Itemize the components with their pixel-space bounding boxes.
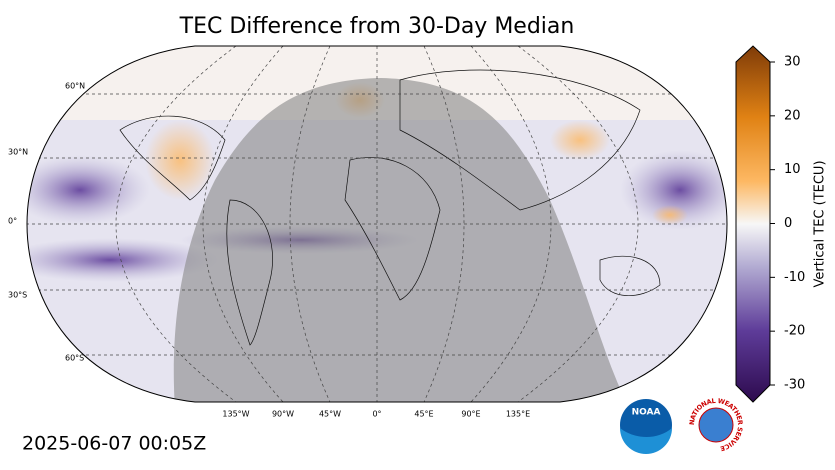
colorbar-body bbox=[735, 45, 771, 403]
lon-label: 45°W bbox=[319, 410, 341, 419]
colorbar-tick-label: 20 bbox=[784, 108, 801, 123]
lon-label: 90°E bbox=[461, 410, 480, 419]
meridian bbox=[289, 46, 331, 402]
map-border bbox=[26, 45, 728, 403]
anomaly-field bbox=[652, 205, 688, 225]
colorbar-tick-label: -20 bbox=[784, 324, 805, 339]
meridian bbox=[470, 46, 552, 402]
colorbar-tick-label: -10 bbox=[784, 270, 805, 285]
colorbar-tick-label: 0 bbox=[784, 216, 792, 231]
meridian bbox=[517, 46, 639, 402]
lat-label: 30°N bbox=[8, 148, 28, 157]
colorbar-tick-label: 30 bbox=[784, 55, 801, 70]
meridian bbox=[423, 46, 465, 402]
logo-text: NOAA bbox=[632, 408, 661, 418]
colorbar-label: Vertical TEC (TECU) bbox=[813, 160, 828, 287]
lon-label: 135°W bbox=[222, 410, 249, 419]
graticule bbox=[27, 46, 727, 402]
lat-label: 0° bbox=[8, 217, 17, 226]
meridian bbox=[115, 46, 237, 402]
lat-label: 30°S bbox=[8, 291, 27, 300]
timestamp: 2025-06-07 00:05Z bbox=[22, 433, 206, 455]
night-shade bbox=[173, 78, 630, 402]
lon-label: 0° bbox=[372, 410, 381, 419]
lat-label: 60°S bbox=[65, 354, 84, 363]
logo-wave bbox=[620, 428, 672, 454]
colorbar-tick-label: 10 bbox=[784, 162, 801, 177]
anomaly-field bbox=[620, 150, 727, 230]
map bbox=[27, 46, 727, 402]
title: TEC Difference from 30-Day Median bbox=[179, 14, 575, 39]
lat-label: 60°N bbox=[65, 82, 85, 91]
nws-logo: NATIONAL WEATHER SERVICE bbox=[688, 397, 744, 453]
coastline bbox=[119, 69, 661, 346]
colorbar: -30 -20 -10 0 10 20 30 Vertical TEC (TECU) bbox=[735, 45, 828, 403]
lon-label: 45°E bbox=[414, 410, 433, 419]
anomaly-field bbox=[145, 120, 215, 200]
colorbar-ticks: -30 -20 -10 0 10 20 30 bbox=[770, 55, 805, 393]
lon-labels: 135°W 90°W 45°W 0° 45°E 90°E 135°E bbox=[222, 410, 530, 419]
anomaly-field bbox=[27, 238, 220, 282]
meridian bbox=[202, 46, 284, 402]
lon-label: 90°W bbox=[272, 410, 294, 419]
noaa-logo: NOAA bbox=[620, 399, 672, 454]
anomaly-field bbox=[550, 120, 610, 160]
logo-circle bbox=[698, 407, 734, 443]
lon-label: 135°E bbox=[506, 410, 530, 419]
anomaly-field bbox=[27, 155, 150, 225]
colorbar-tick-label: -30 bbox=[784, 378, 805, 393]
